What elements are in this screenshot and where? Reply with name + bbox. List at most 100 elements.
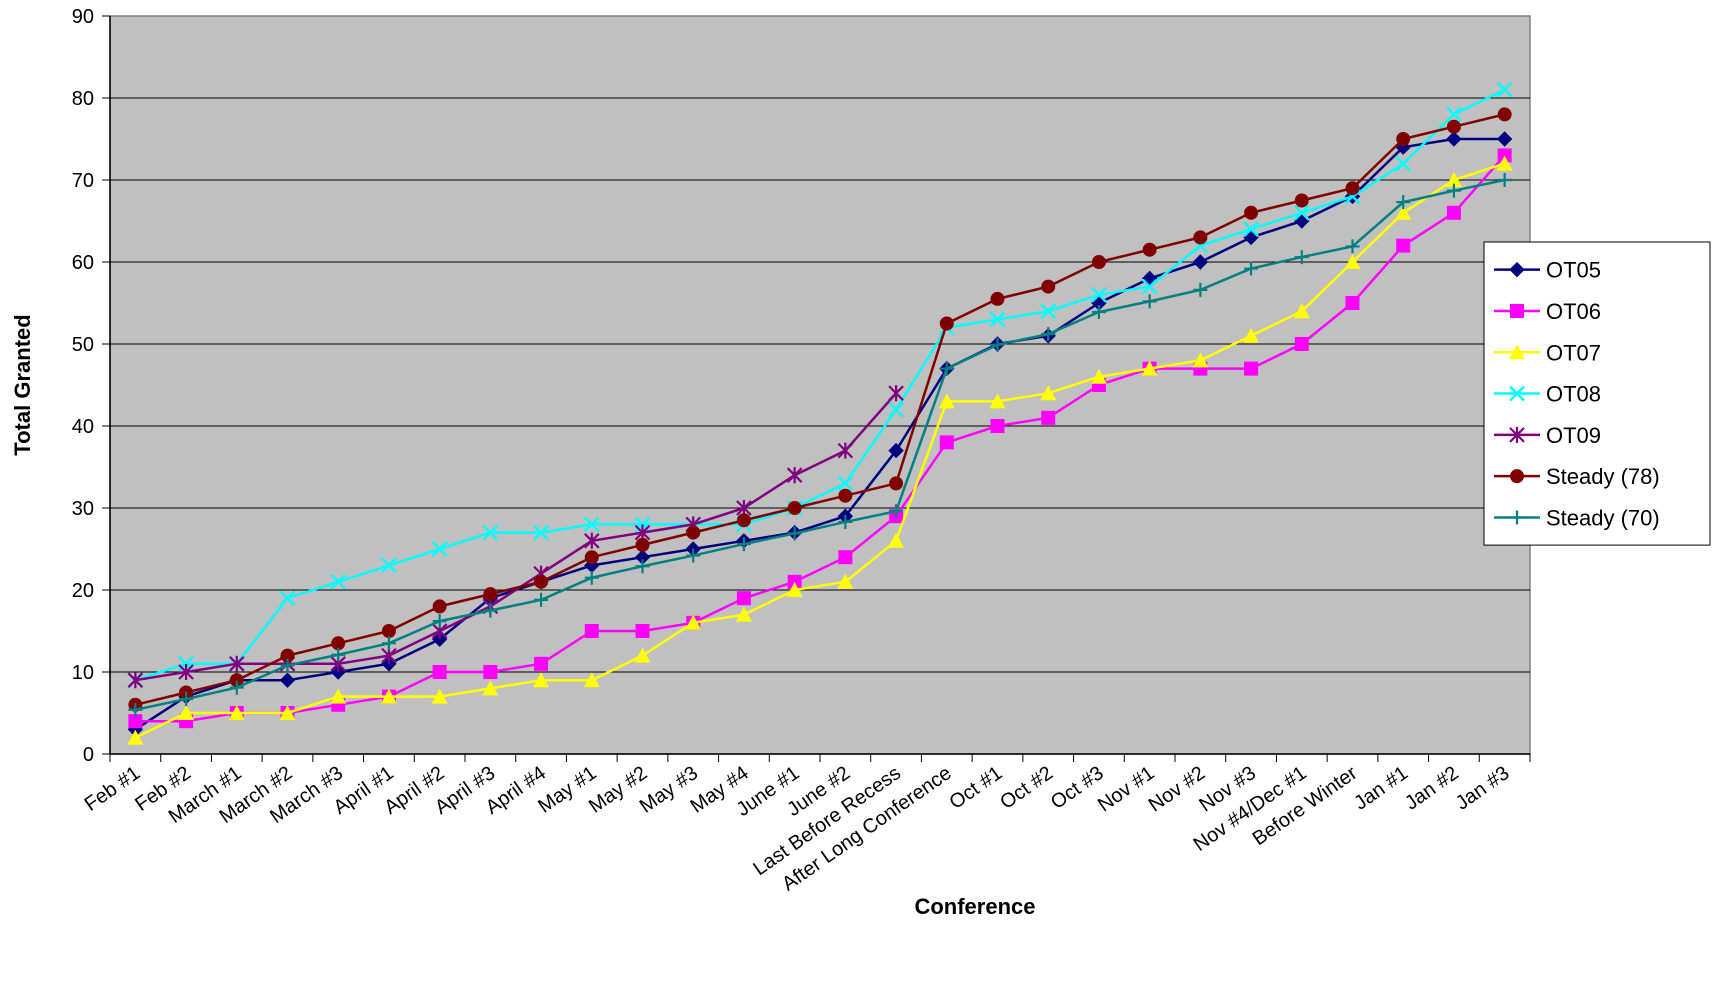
series-3-point-26: [1446, 106, 1462, 123]
series-3-point-4: [330, 573, 347, 590]
series-0-point-26: [1446, 131, 1462, 147]
y-axis-title: Total Granted: [10, 314, 35, 455]
series-1-point-9: [584, 624, 599, 638]
series-1-point-0: [128, 714, 143, 729]
series-line-4: [135, 392, 898, 682]
x-tick-label-21: Nov #2: [1145, 762, 1210, 816]
y-tick-label-5: 50: [72, 334, 94, 356]
series-2-point-8: [533, 672, 550, 688]
series-2-point-9: [583, 672, 600, 688]
series-6-point-10: [635, 559, 650, 574]
y-tick-label-6: 60: [72, 252, 94, 274]
legend-item-5: Steady (78): [1494, 464, 1660, 489]
legend-item-3: OT08: [1494, 382, 1601, 407]
series-line-5: [135, 113, 1505, 707]
series-5-point-16: [939, 316, 954, 331]
series-0-point-3: [279, 672, 296, 688]
legend-label-5: Steady (78): [1546, 464, 1660, 489]
series-5-point-20: [1142, 242, 1157, 257]
series-5-point-25: [1396, 132, 1411, 146]
series-2-point-27: [1496, 155, 1513, 171]
series-group: [127, 81, 1513, 745]
series-4-point-13: [786, 467, 803, 484]
legend-label-6: Steady (70): [1546, 505, 1660, 530]
series-2-point-2: [228, 705, 245, 720]
series-1-point-12: [736, 591, 751, 606]
series-2-point-3: [279, 705, 296, 720]
series-4-point-0: [127, 672, 144, 689]
series-line-0: [134, 137, 1505, 731]
series-1-point-7: [483, 665, 498, 679]
legend-label-4: OT09: [1546, 423, 1601, 448]
series-5-point-21: [1193, 230, 1208, 245]
series-3-point-20: [1141, 278, 1158, 295]
series-2-point-26: [1445, 172, 1462, 187]
series-2-point-14: [837, 573, 854, 589]
series-4-point-14: [837, 442, 854, 459]
series-3-point-25: [1395, 155, 1412, 172]
series-5-point-6: [432, 599, 447, 614]
series-1-point-16: [939, 435, 954, 450]
legend-marker-2: [1509, 344, 1525, 360]
x-tick-label-27: Jan #3: [1452, 762, 1514, 814]
series-6-point-23: [1294, 250, 1309, 265]
series-6-point-6: [432, 614, 447, 629]
series-2-point-22: [1243, 327, 1260, 343]
series-6-point-1: [179, 692, 194, 707]
series-2-point-6: [431, 688, 448, 704]
series-6-point-2: [229, 680, 244, 695]
series-6-point-8: [534, 592, 549, 607]
legend-marker-4: [1509, 426, 1525, 443]
series-2-point-5: [380, 688, 397, 704]
series-5-point-8: [534, 574, 549, 589]
series-6-point-26: [1446, 183, 1461, 198]
series-2: [127, 155, 1513, 745]
series-5-point-9: [584, 550, 599, 565]
series-6-point-13: [787, 526, 802, 541]
series-line-1: [135, 154, 1506, 723]
series-3-point-22: [1243, 221, 1259, 238]
legend-label-2: OT07: [1546, 340, 1601, 365]
legend-marker-6: [1510, 510, 1524, 525]
series-6-point-7: [483, 603, 498, 618]
legend-marker-1: [1510, 303, 1524, 318]
series-2-point-1: [178, 705, 195, 720]
y-tick-label-8: 80: [72, 88, 94, 110]
series-4-point-9: [584, 532, 600, 549]
series-5-point-26: [1446, 119, 1461, 134]
series-1-point-6: [432, 665, 447, 679]
series-5-point-11: [686, 525, 701, 540]
series-line-3: [134, 88, 1506, 682]
series-6-point-22: [1244, 261, 1259, 276]
y-tick-label-0: 0: [83, 744, 94, 766]
series-6-point-0: [128, 702, 143, 717]
series-3-point-14: [837, 475, 854, 492]
series-2-point-21: [1192, 352, 1209, 368]
series-5-point-3: [280, 648, 295, 663]
x-tick-label-25: Jan #1: [1350, 762, 1412, 814]
series-5-point-22: [1244, 205, 1259, 220]
series-5-point-2: [229, 673, 244, 688]
legend-label-1: OT06: [1546, 299, 1601, 324]
series-6-point-14: [838, 514, 853, 529]
series-2-point-15: [888, 532, 905, 548]
series-6-point-24: [1345, 239, 1360, 254]
series-6: [128, 173, 1512, 717]
y-tick-label-9: 90: [72, 6, 94, 28]
legend-marker-5: [1510, 469, 1524, 484]
series-5-point-15: [889, 476, 904, 491]
series-5-point-27: [1497, 107, 1512, 122]
series-2-point-10: [634, 647, 651, 663]
series-3-point-18: [1040, 303, 1057, 320]
series-1-point-24: [1345, 296, 1360, 310]
series-5-point-12: [736, 513, 751, 528]
series-2-point-23: [1293, 303, 1310, 319]
gridlines: [110, 97, 1530, 673]
series-0-point-21: [1192, 254, 1209, 270]
series-2-point-0: [127, 729, 144, 745]
series-3-point-9: [583, 516, 600, 533]
series-2-point-7: [482, 680, 499, 696]
series-2-point-13: [786, 582, 803, 597]
y-tick-label-1: 10: [72, 662, 94, 684]
